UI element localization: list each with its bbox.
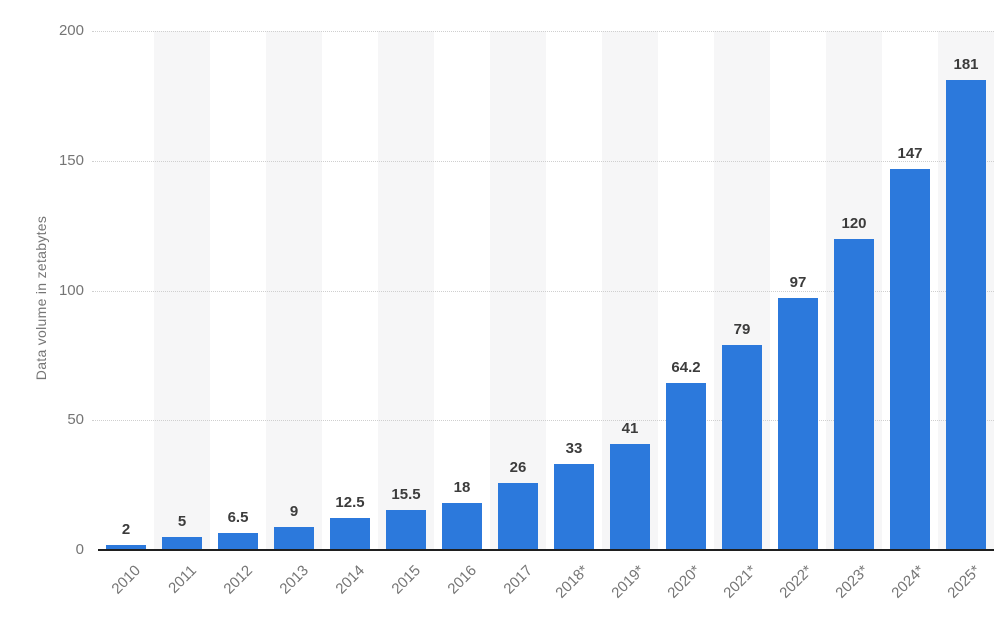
x-axis-label: 2020* xyxy=(664,562,705,602)
x-axis-label: 2023* xyxy=(832,562,873,602)
x-axis-label: 2011 xyxy=(165,562,201,597)
bar-2017[interactable] xyxy=(498,482,538,550)
y-axis-tick-label: 200 xyxy=(58,22,84,39)
bar-value-label: 6.5 xyxy=(227,509,249,527)
bar-2016[interactable] xyxy=(442,503,482,550)
gridline xyxy=(92,31,994,32)
y-axis-tick-label: 100 xyxy=(58,281,84,299)
x-axis-label: 2013 xyxy=(276,562,313,598)
bar-value-label: 9 xyxy=(289,502,299,520)
x-axis-label: 2021* xyxy=(720,562,761,602)
bar-2012[interactable] xyxy=(218,533,258,550)
bar-value-label: 64.2 xyxy=(671,359,701,377)
bar-2020[interactable] xyxy=(666,383,706,550)
bar-2023[interactable] xyxy=(834,238,874,550)
y-axis-tick-label: 50 xyxy=(67,411,84,429)
bar-2021[interactable] xyxy=(722,345,762,550)
x-axis-label: 2010 xyxy=(108,562,145,598)
bar-2018[interactable] xyxy=(554,464,594,550)
bar-2024[interactable] xyxy=(890,168,930,550)
bar-value-label: 2 xyxy=(121,520,131,538)
x-axis-label: 2019* xyxy=(608,562,649,602)
y-axis-tick-label: 0 xyxy=(75,541,84,558)
bar-value-label: 18 xyxy=(453,479,471,497)
x-axis-label: 2017 xyxy=(500,562,537,598)
x-axis-label: 2025* xyxy=(944,562,985,602)
x-axis-label: 2018* xyxy=(552,562,593,602)
bar-value-label: 79 xyxy=(733,321,751,338)
x-axis-label: 2022* xyxy=(776,562,817,602)
bar-value-label: 33 xyxy=(565,440,583,458)
gridline xyxy=(92,160,994,162)
x-axis-line xyxy=(98,549,994,551)
gridline xyxy=(92,290,994,292)
bar-2011[interactable] xyxy=(162,537,202,550)
bar-2025[interactable] xyxy=(946,80,986,550)
x-axis-label: 2014 xyxy=(332,562,369,598)
x-axis-label: 2016 xyxy=(444,562,481,598)
y-axis-tick-label: 150 xyxy=(58,151,84,169)
bar-value-label: 12.5 xyxy=(335,493,365,511)
bar-value-label: 147 xyxy=(897,144,923,162)
bar-2014[interactable] xyxy=(330,517,370,550)
plot-area: 2 5 6.5 9 12.5 15.5 18 26 33 41 64.2 79 97 120 147 181 xyxy=(92,31,994,551)
bar-value-label: 41 xyxy=(621,419,639,437)
bar-value-label: 26 xyxy=(509,458,527,476)
bar-2022[interactable] xyxy=(778,298,818,550)
bar-value-label: 120 xyxy=(841,214,867,232)
bar-value-label: 5 xyxy=(177,513,187,531)
bar-value-label: 181 xyxy=(953,56,979,74)
x-axis-label: 2015 xyxy=(388,562,425,598)
x-axis-labels: 2010 2011 2012 2013 2014 2015 2016 2017 2018* 201… xyxy=(98,562,994,622)
x-axis-label: 2012 xyxy=(220,562,257,598)
x-axis-label: 2024* xyxy=(888,562,929,602)
bar-2010[interactable] xyxy=(106,544,146,550)
bar-2019[interactable] xyxy=(610,443,650,550)
bar-2013[interactable] xyxy=(274,526,314,550)
bar-2015[interactable] xyxy=(386,509,426,550)
gridline xyxy=(92,420,994,422)
bar-value-label: 15.5 xyxy=(391,485,421,503)
bar-value-label: 97 xyxy=(789,274,807,292)
